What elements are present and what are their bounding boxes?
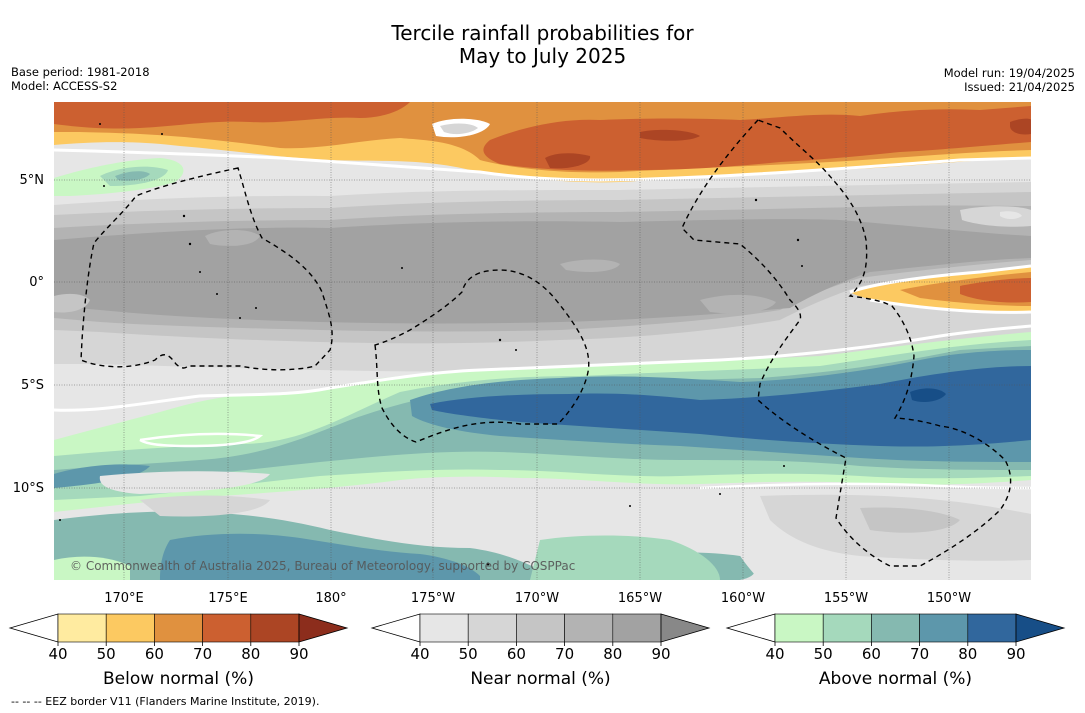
colorbar-tick-label: 40 xyxy=(765,645,784,663)
colorbar-tick-label: 40 xyxy=(48,645,67,663)
eez-legend-note: -- -- -- EEZ border V11 (Flanders Marine… xyxy=(11,695,320,708)
colorbar-segment xyxy=(516,613,565,643)
colorbar-tick-label: 50 xyxy=(459,645,478,663)
colorbar-extend-high xyxy=(298,613,349,643)
colorbar-tick-label: 80 xyxy=(958,645,977,663)
title-line-1: Tercile rainfall probabilities for xyxy=(391,21,694,45)
colorbar-below-normal: 40 50 60 70 80 90 Below normal (%) xyxy=(8,613,349,689)
colorbar-segment xyxy=(57,613,107,643)
colorbar-segment xyxy=(419,613,469,643)
colorbar-tick-label: 70 xyxy=(910,645,929,663)
colorbar-segment xyxy=(564,613,614,643)
colorbar-extend-high xyxy=(660,613,711,643)
lon-label: 175°E xyxy=(208,591,248,606)
lon-label: 175°W xyxy=(411,591,455,606)
rainfall-probability-field xyxy=(54,102,1031,580)
island-markers xyxy=(59,123,803,566)
lon-label: 165°W xyxy=(618,591,662,606)
copyright-note: © Commonwealth of Australia 2025, Bureau… xyxy=(70,559,575,573)
lat-label: 5°N xyxy=(20,173,45,188)
colorbar-tick-label: 90 xyxy=(651,645,670,663)
lat-label: 10°S xyxy=(13,481,44,496)
colorbar-segment xyxy=(774,613,824,643)
colorbar-extend-low xyxy=(8,613,59,643)
lon-label: 180° xyxy=(315,591,346,606)
colorbar-segment xyxy=(467,613,517,643)
colorbar-tick-label: 60 xyxy=(507,645,526,663)
base-period: Base period: 1981-2018 xyxy=(11,65,150,79)
colorbar-tick-label: 70 xyxy=(555,645,574,663)
colorbar-segment xyxy=(154,613,203,643)
lon-label: 150°W xyxy=(927,591,971,606)
longitude-labels: 170°E 175°E 180° 175°W 170°W 165°W 160°W… xyxy=(104,591,971,606)
colorbar-segment xyxy=(919,613,969,643)
colorbar-segment xyxy=(202,613,252,643)
eez-borders xyxy=(80,119,1012,567)
model-name: Model: ACCESS-S2 xyxy=(11,79,118,93)
colorbar-tick-label: 80 xyxy=(603,645,622,663)
colorbar-segment xyxy=(250,613,300,643)
meta-left: Base period: 1981-2018 Model: ACCESS-S2 xyxy=(11,65,150,93)
colorbar-extend-high xyxy=(1015,613,1066,643)
meta-right: Model run: 19/04/2025 Issued: 21/04/2025 xyxy=(944,66,1075,94)
colorbar-extend-low xyxy=(370,613,421,643)
colorbar-near-normal: 40 50 60 70 80 90 Near normal (%) xyxy=(370,613,711,689)
colorbar-tick-label: 70 xyxy=(193,645,212,663)
colorbar-tick-label: 40 xyxy=(410,645,429,663)
colorbar-title: Near normal (%) xyxy=(470,669,610,689)
latitude-labels: 5°N 0° 5°S 10°S xyxy=(13,173,44,496)
lon-label: 170°E xyxy=(104,591,144,606)
colorbar-title: Below normal (%) xyxy=(103,669,254,689)
lon-label: 160°W xyxy=(721,591,765,606)
colorbar-segment xyxy=(871,613,920,643)
lon-label: 170°W xyxy=(515,591,559,606)
colorbar-tick-label: 50 xyxy=(814,645,833,663)
lon-label: 155°W xyxy=(824,591,868,606)
colorbar-tick-label: 80 xyxy=(241,645,260,663)
colorbar-segment xyxy=(967,613,1017,643)
issued-date: Issued: 21/04/2025 xyxy=(964,80,1075,94)
colorbar-tick-label: 90 xyxy=(1006,645,1025,663)
colorbar-segment xyxy=(105,613,155,643)
map-title: Tercile rainfall probabilities for May t… xyxy=(0,22,1085,68)
map-grid xyxy=(54,102,1031,580)
colorbar-title: Above normal (%) xyxy=(819,669,972,689)
colorbar-above-normal: 40 50 60 70 80 90 Above normal (%) xyxy=(725,613,1066,689)
lat-label: 0° xyxy=(29,275,44,290)
colorbar-tick-label: 60 xyxy=(145,645,164,663)
lat-label: 5°S xyxy=(21,378,44,393)
title-line-2: May to July 2025 xyxy=(458,44,627,68)
colorbar-tick-label: 50 xyxy=(97,645,116,663)
colorbar-tick-label: 60 xyxy=(862,645,881,663)
colorbar-extend-low xyxy=(725,613,776,643)
colorbar-segment xyxy=(822,613,872,643)
colorbar-tick-label: 90 xyxy=(289,645,308,663)
colorbar-segment xyxy=(612,613,662,643)
model-run: Model run: 19/04/2025 xyxy=(943,66,1075,80)
